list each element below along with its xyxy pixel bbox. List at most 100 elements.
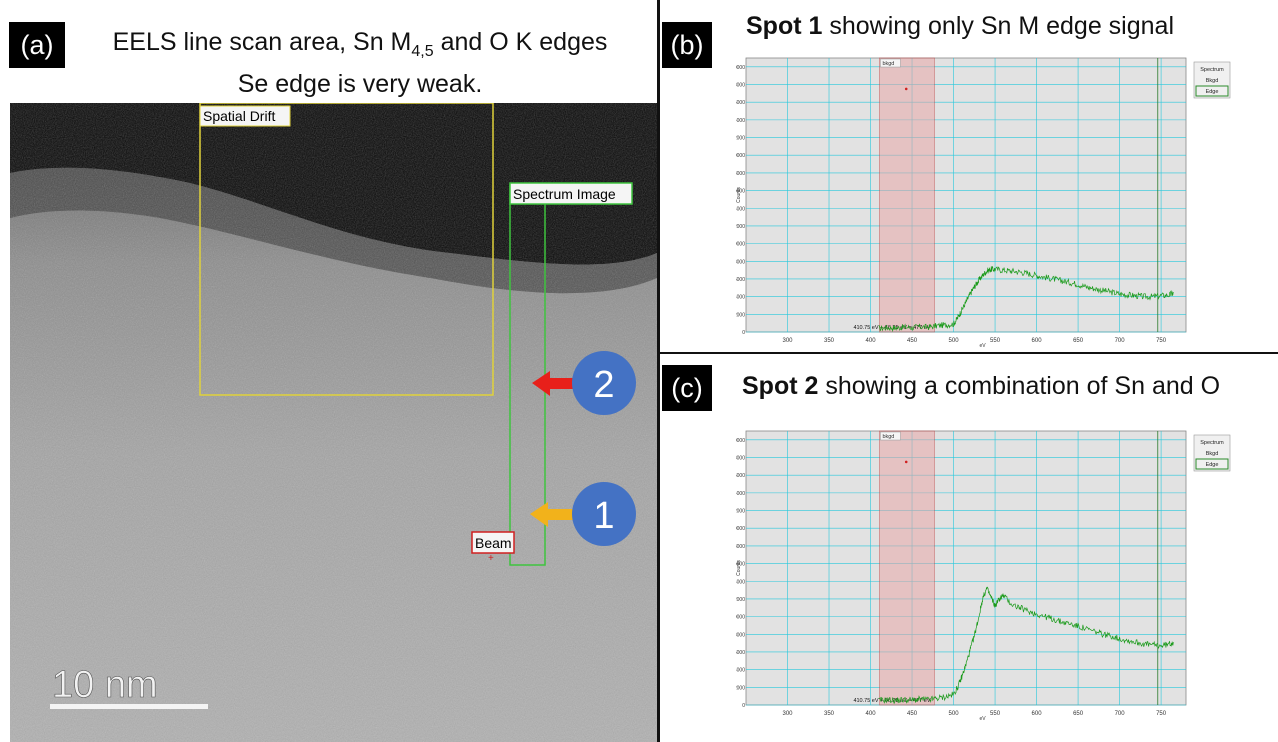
x-tick-label: 700: [1115, 711, 1126, 717]
y-axis-label: Counts: [736, 560, 742, 576]
y-tick-label: 10000: [736, 615, 745, 621]
y-tick-label: 10000: [736, 242, 745, 248]
x-tick-label: 300: [783, 711, 794, 717]
legend-item: Spectrum: [1200, 67, 1224, 73]
window-annotation: 410.75 eV + 66.25 eV = 477 eV: [853, 325, 930, 331]
y-tick-label: 30000: [736, 438, 745, 444]
y-tick-label: 18000: [736, 171, 745, 177]
panel-b-title-bold: Spot 1: [746, 12, 823, 40]
x-tick-label: 600: [1032, 338, 1043, 344]
legend: Spectrum Bkgd Edge: [1193, 61, 1231, 99]
y-tick-label: 2000: [736, 685, 745, 691]
x-tick-label: 750: [1156, 338, 1167, 344]
y-tick-label: 4000: [736, 295, 745, 301]
tem-image: Spatial Drift Spectrum Image Beam + 2 1 …: [10, 103, 657, 742]
y-tick-label: 8000: [736, 259, 745, 265]
y-tick-label: 4000: [736, 668, 745, 674]
marker-point: [904, 87, 908, 91]
legend: Spectrum Bkgd Edge: [1193, 434, 1231, 472]
plot-area: [745, 57, 1187, 333]
title-line1-text: EELS line scan area, Sn M: [112, 28, 412, 56]
y-tick-label: 20000: [736, 153, 745, 159]
marker-2-label: 2: [593, 364, 614, 406]
x-tick-label: 650: [1073, 338, 1084, 344]
legend-item: Edge: [1206, 462, 1219, 468]
y-tick-label: 6000: [736, 277, 745, 283]
x-tick-label: 650: [1073, 711, 1084, 717]
legend-item: Edge: [1206, 89, 1219, 95]
x-tick-label: 750: [1156, 711, 1167, 717]
plot-b-svg: 300 350 400 450 500 550 600 650 700 750 0 2000 4000 6…: [736, 50, 1236, 347]
panel-b-title-rest: showing only Sn M edge signal: [822, 12, 1175, 40]
y-tick-label: 6000: [736, 650, 745, 656]
legend-box: [1193, 61, 1231, 99]
y-tick-label: 24000: [736, 118, 745, 124]
panel-c-title-bold: Spot 2: [742, 372, 819, 400]
y-tick-label: 8000: [736, 632, 745, 638]
y-tick-label: 20000: [736, 526, 745, 532]
y-tick-label: 30000: [736, 65, 745, 71]
spectrum-image-label: Spectrum Image: [513, 186, 616, 202]
y-tick-label: 0: [742, 330, 745, 336]
panel-a-tag: (a): [9, 22, 65, 68]
legend-item: Spectrum: [1200, 440, 1224, 446]
y-tick-label: 22000: [736, 136, 745, 142]
y-tick-label: 14000: [736, 579, 745, 585]
bkgd-label: bkgd: [882, 61, 894, 67]
bkgd-label-box: [880, 58, 901, 68]
y-tick-label: 12000: [736, 224, 745, 230]
x-tick-label: 500: [949, 338, 960, 344]
y-axis-label: Counts: [736, 187, 742, 203]
x-tick-label: 400: [866, 711, 877, 717]
x-axis-label: eV: [980, 343, 987, 347]
x-tick-label: 600: [1032, 711, 1043, 717]
spatial-drift-label-bg: [199, 105, 291, 127]
beam-crosshair-icon: +: [488, 553, 494, 564]
bkgd-label: bkgd: [882, 434, 894, 440]
y-tick-label: 16000: [736, 562, 745, 568]
marker-2-circle: [572, 351, 636, 415]
beam-label-bg: [471, 531, 515, 554]
legend-item: Bkgd: [1206, 78, 1219, 84]
x-tick-label: 550: [990, 338, 1001, 344]
legend-item: Bkgd: [1206, 451, 1219, 457]
marker-point: [904, 460, 908, 464]
y-tick-label: 12000: [736, 597, 745, 603]
y-tick-label: 0: [742, 703, 745, 709]
bkgd-label-box: [880, 431, 901, 441]
x-tick-label: 550: [990, 711, 1001, 717]
x-tick-label: 450: [907, 711, 918, 717]
y-tick-label: 16000: [736, 189, 745, 195]
panel-b-tag: (b): [662, 22, 712, 68]
scalebar-bar: [50, 704, 208, 709]
x-tick-label: 300: [783, 338, 794, 344]
panel-c-title: Spot 2 showing a combination of Sn and O: [742, 372, 1220, 401]
divider-vertical: [657, 0, 660, 742]
spatial-drift-box: [199, 103, 494, 396]
title-line1-suffix: and O K edges: [433, 28, 608, 56]
bkgd-window: [879, 430, 935, 706]
panel-a-title-line1: EELS line scan area, Sn M4,5 and O K edg…: [70, 26, 650, 68]
y-tick-label: 18000: [736, 544, 745, 550]
y-tick-label: 26000: [736, 100, 745, 106]
panel-a-title: EELS line scan area, Sn M4,5 and O K edg…: [70, 26, 650, 101]
marker-1-label: 1: [593, 495, 614, 537]
y-tick-label: 26000: [736, 473, 745, 479]
panel-c-title-rest: showing a combination of Sn and O: [818, 372, 1221, 400]
x-tick-label: 400: [866, 338, 877, 344]
divider-horizontal: [660, 352, 1278, 354]
x-axis-label: eV: [980, 716, 987, 720]
bkgd-window: [879, 57, 935, 333]
legend-selected: [1195, 458, 1229, 470]
y-tick-label: 28000: [736, 456, 745, 462]
x-tick-label: 350: [824, 711, 835, 717]
spectrum-series-line: [878, 266, 1174, 333]
x-tick-label: 450: [907, 338, 918, 344]
panel-b-title: Spot 1 showing only Sn M edge signal: [746, 12, 1174, 41]
y-tick-label: 2000: [736, 312, 745, 318]
x-tick-label: 350: [824, 338, 835, 344]
scalebar-label: 10 nm: [52, 664, 158, 706]
x-tick-label: 700: [1115, 338, 1126, 344]
legend-box: [1193, 434, 1231, 472]
plot-c: 300 350 400 450 500 550 600 650 700 750 0 2000 4000 6…: [736, 423, 1236, 720]
